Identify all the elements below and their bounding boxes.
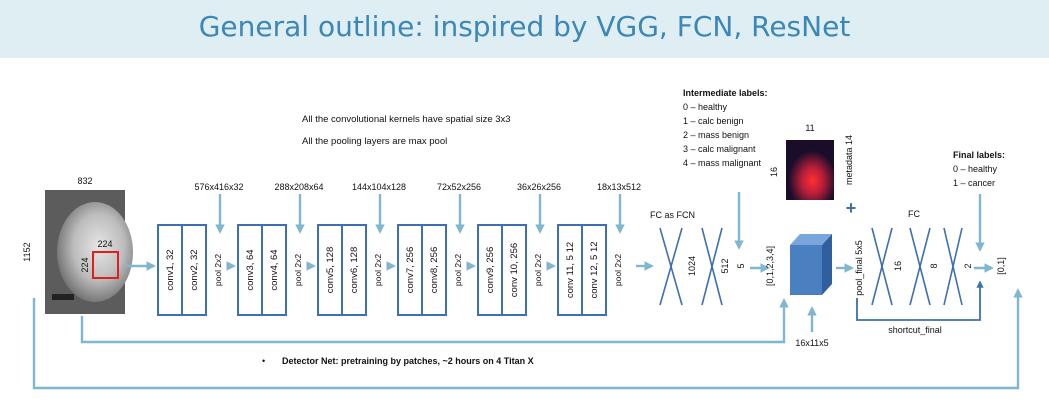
bullet-dot: • — [262, 356, 265, 366]
conv-layer-box — [477, 224, 503, 316]
conv-layer-label: conv3, 64 — [245, 249, 256, 290]
heatmap-width-label: 11 — [805, 123, 814, 133]
skip-connection-full-image — [32, 288, 1023, 390]
pool-label: pool 2x2 — [453, 254, 463, 286]
slide-title: General outline: inspired by VGG, FCN, R… — [198, 10, 851, 43]
conv-layer-box — [397, 224, 423, 316]
intermediate-label-1: 1 – calc benign — [683, 116, 744, 126]
final-unit-3: 2 — [963, 263, 973, 268]
conv-layer-label: conv 11, 5 12 — [565, 242, 576, 298]
fcn-unit-2: 512 — [720, 258, 730, 273]
conv-layer-label: conv 10, 256 — [509, 243, 520, 297]
conv-layer-box — [501, 224, 527, 316]
conv-block-5: conv9, 256 conv 10, 256 pool 2x2 36x26x256 — [477, 182, 561, 316]
conv-layer-label: conv5, 128 — [325, 247, 336, 293]
volume-cube — [790, 234, 832, 295]
input-height-label: 1152 — [22, 242, 32, 261]
conv-block-1: conv1, 32 conv2, 32 pool 2x2 576x416x32 — [157, 182, 244, 316]
final-unit-2: 8 — [929, 263, 939, 268]
title-bar — [0, 0, 1049, 58]
pool-label: pool 2x2 — [293, 254, 303, 286]
patch-box — [92, 251, 119, 279]
conv-block-4: conv7, 256 conv8, 256 pool 2x2 72x52x256 — [397, 182, 481, 316]
note-kernels: All the convolutional kernels have spati… — [302, 114, 511, 125]
detector-net-note: Detector Net: pretraining by patches, ~2… — [282, 356, 534, 366]
intermediate-label-4: 4 – mass malignant — [683, 158, 762, 168]
conv-layer-box — [181, 224, 207, 316]
volume-label: 16x11x5 — [795, 338, 828, 348]
conv-blocks: conv1, 32 conv2, 32 pool 2x2576x416x32conv… — [157, 182, 641, 316]
conv-layer-box — [261, 224, 287, 316]
fcn-connections — [659, 227, 723, 306]
final-fc-label: FC — [908, 209, 920, 219]
heatmap-image — [786, 140, 834, 200]
patch-width-label: 224 — [97, 239, 112, 249]
conv-layer-label: conv 12, 5 12 — [589, 241, 600, 298]
pool-final-label: pool_final 5x5 — [854, 240, 864, 296]
metadata-label: metadata 14 — [844, 135, 854, 185]
feature-size-label: 288x208x64 — [274, 182, 323, 192]
feature-size-label: 18x13x512 — [597, 182, 641, 192]
conv-layer-label: conv9, 256 — [485, 247, 496, 293]
conv-block-2: conv3, 64 conv4, 64 pool 2x2 288x208x64 — [237, 182, 324, 316]
intermediate-label-2: 2 – mass benign — [683, 130, 749, 140]
conv-layer-label: conv1, 32 — [165, 249, 176, 290]
feature-size-label: 36x26x256 — [517, 182, 561, 192]
pool-label: pool 2x2 — [373, 254, 383, 286]
intermediate-labels-title: Intermediate labels: — [683, 88, 768, 98]
fcn-unit-3: 5 — [736, 263, 746, 268]
conv-layer-label: conv6, 128 — [349, 247, 360, 293]
conv-layer-box — [237, 224, 263, 316]
conv-layer-label: conv8, 256 — [429, 247, 440, 293]
fcn-unit-1: 1024 — [687, 256, 697, 276]
final-fc-connections — [871, 227, 963, 306]
conv-block-6: conv 11, 5 12 conv 12, 5 12 pool 2x2 18x13x… — [557, 182, 641, 316]
conv-layer-label: conv7, 256 — [405, 247, 416, 293]
conv-layer-label: conv2, 32 — [189, 249, 200, 290]
note-pooling: All the pooling layers are max pool — [302, 136, 447, 147]
plus-icon: + — [846, 198, 857, 218]
input-width-label: 832 — [77, 176, 92, 186]
final-output: [0,1] — [996, 257, 1006, 275]
pool-label: pool 2x2 — [533, 254, 543, 286]
conv-layer-box — [421, 224, 447, 316]
feature-size-label: 576x416x32 — [194, 182, 243, 192]
conv-layer-box — [341, 224, 367, 316]
pool-label: pool 2x2 — [213, 254, 223, 286]
final-unit-1: 16 — [893, 261, 903, 271]
intermediate-label-0: 0 – healthy — [683, 102, 728, 112]
heatmap-height-label: 16 — [769, 167, 779, 177]
skip-connection-patch — [80, 298, 789, 344]
fcn-output: [0,1,2,3,4] — [765, 246, 775, 286]
conv-block-3: conv5, 128 conv6, 128 pool 2x2 144x104x128 — [317, 182, 406, 316]
feature-size-label: 144x104x128 — [352, 182, 406, 192]
conv-layer-label: conv4, 64 — [269, 249, 280, 290]
conv-layer-box — [581, 224, 607, 316]
feature-size-label: 72x52x256 — [437, 182, 481, 192]
pool-label: pool 2x2 — [613, 254, 623, 286]
final-label-0: 0 – healthy — [953, 164, 998, 174]
shortcut-final-label: shortcut_final — [888, 325, 942, 335]
shortcut-final-path — [856, 280, 984, 321]
conv-layer-box — [557, 224, 583, 316]
patch-height-label: 224 — [80, 257, 90, 272]
intermediate-label-3: 3 – calc malignant — [683, 144, 756, 154]
final-label-1: 1 – cancer — [953, 178, 995, 188]
fcn-label: FC as FCN — [650, 210, 695, 220]
input-image — [45, 190, 133, 314]
final-labels-title: Final labels: — [953, 150, 1005, 160]
